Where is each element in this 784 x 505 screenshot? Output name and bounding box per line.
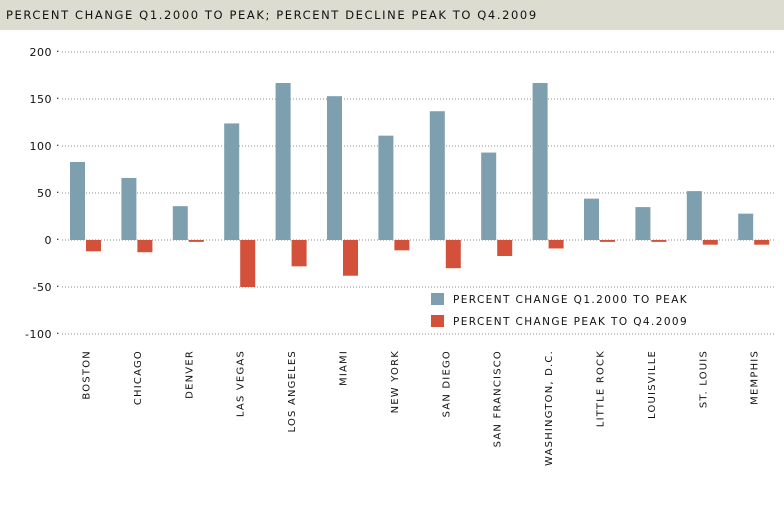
bar-peak-to-q4 xyxy=(291,240,307,267)
y-tick-mark: · xyxy=(56,233,60,246)
bar-change-to-peak xyxy=(481,152,497,240)
x-category-label: SAN DIEGO xyxy=(441,350,452,417)
bar-change-to-peak xyxy=(635,207,651,240)
bar-change-to-peak xyxy=(70,161,85,240)
y-tick-mark: · xyxy=(56,92,60,105)
y-tick-label: 150 xyxy=(30,93,53,106)
x-category-label: MEMPHIS xyxy=(750,350,761,405)
bar-peak-to-q4 xyxy=(343,240,358,276)
y-tick-label: -100 xyxy=(25,328,52,341)
bar-peak-to-q4 xyxy=(240,240,256,287)
x-category-label: MIAMI xyxy=(339,350,350,386)
bar-peak-to-q4 xyxy=(188,240,204,242)
bar-peak-to-q4 xyxy=(394,240,410,251)
x-category-label: ST. LOUIS xyxy=(698,350,709,408)
y-tick-label: 0 xyxy=(45,234,53,247)
gridlines xyxy=(62,51,776,335)
bar-peak-to-q4 xyxy=(754,240,770,245)
x-category-label: DENVER xyxy=(184,350,195,399)
bar-change-to-peak xyxy=(327,96,342,241)
y-tick-label: 200 xyxy=(30,46,53,59)
bar-peak-to-q4 xyxy=(497,240,513,256)
bar-peak-to-q4 xyxy=(651,240,667,242)
bar-change-to-peak xyxy=(224,123,240,240)
bar-change-to-peak xyxy=(738,213,754,240)
bar-peak-to-q4 xyxy=(137,240,153,253)
x-category-label: LITTLE ROCK xyxy=(596,350,607,427)
x-axis-labels: BOSTON CHICAGO DENVER LAS VEGAS LOS ANGELES M… xyxy=(82,350,761,466)
y-tick-label: -50 xyxy=(33,281,52,294)
x-category-label: LAS VEGAS xyxy=(236,350,247,417)
chart-title: PERCENT CHANGE Q1.2000 TO PEAK; PERCENT … xyxy=(6,8,538,22)
x-category-label: NEW YORK xyxy=(390,350,401,413)
bar-change-to-peak xyxy=(275,83,291,241)
legend: PERCENT CHANGE Q1.2000 TO PEAK PERCENT CH… xyxy=(431,293,688,328)
x-category-label: WASHINGTON, D.C. xyxy=(544,350,555,466)
y-tick-mark: · xyxy=(56,186,60,199)
bar-change-to-peak xyxy=(172,206,188,240)
bar-change-to-peak xyxy=(378,135,394,240)
legend-label: PERCENT CHANGE PEAK TO Q4.2009 xyxy=(453,316,688,328)
y-axis-ticks: 200·150·100·50·0 ·-50 ·-100 · xyxy=(25,45,60,341)
bar-change-to-peak xyxy=(121,177,137,240)
y-tick-label: 50 xyxy=(37,187,52,200)
legend-label: PERCENT CHANGE Q1.2000 TO PEAK xyxy=(453,294,688,306)
bar-peak-to-q4 xyxy=(600,240,615,242)
y-tick-mark: · xyxy=(56,327,60,340)
x-category-label: SAN FRANCISCO xyxy=(493,350,504,447)
bar-peak-to-q4 xyxy=(86,240,101,252)
chart-title-bar: PERCENT CHANGE Q1.2000 TO PEAK; PERCENT … xyxy=(0,0,784,30)
y-tick-mark: · xyxy=(56,139,60,152)
legend-swatch xyxy=(431,315,444,327)
legend-swatch xyxy=(431,293,444,305)
bar-peak-to-q4 xyxy=(445,240,461,269)
bar-change-to-peak xyxy=(532,83,548,241)
bar-change-to-peak xyxy=(686,191,702,240)
bar-change-to-peak xyxy=(429,111,445,240)
x-category-label: LOS ANGELES xyxy=(287,350,298,432)
bar-peak-to-q4 xyxy=(548,240,564,249)
x-category-label: BOSTON xyxy=(82,350,93,400)
bars xyxy=(70,83,770,287)
y-tick-label: 100 xyxy=(30,140,53,153)
y-tick-mark: · xyxy=(56,45,60,58)
x-category-label: CHICAGO xyxy=(133,350,144,405)
x-category-label: LOUISVILLE xyxy=(647,350,658,419)
y-tick-mark: · xyxy=(56,280,60,293)
bar-peak-to-q4 xyxy=(702,240,718,245)
bar-change-to-peak xyxy=(584,198,599,240)
